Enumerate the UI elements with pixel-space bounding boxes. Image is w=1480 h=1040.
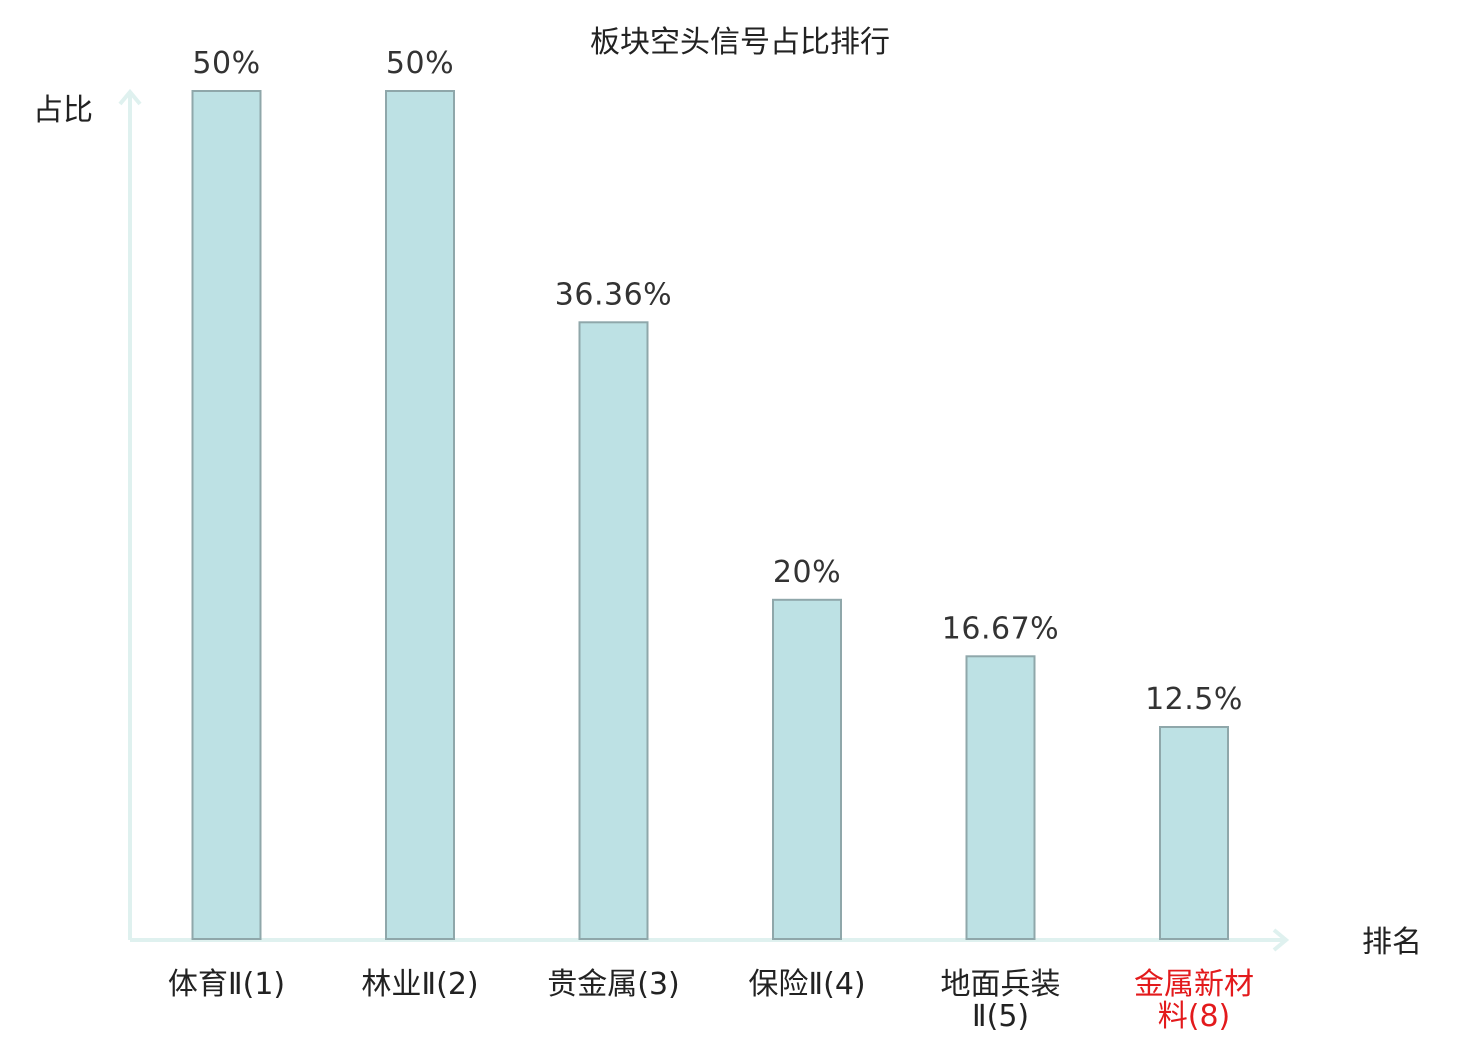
value-label-3: 36.36%: [555, 277, 672, 312]
bar-1: [191, 90, 262, 940]
bar-6: [1159, 726, 1229, 940]
category-label-5-line-2: Ⅱ(5): [972, 999, 1029, 1034]
category-label-3-line-1: 贵金属(3): [547, 967, 680, 1002]
category-label-3: 贵金属(3): [547, 967, 680, 1002]
bars-group: [191, 90, 1229, 940]
value-label-1: 50%: [192, 46, 260, 81]
bar-4: [772, 598, 842, 940]
category-label-6-line-2: 料(8): [1158, 999, 1231, 1034]
bar-5: [965, 655, 1036, 940]
x-axis-label: 排名: [1362, 925, 1422, 960]
category-label-5-line-1: 地面兵装: [941, 967, 1061, 1002]
category-label-6: 金属新材料(8): [1134, 967, 1254, 1034]
bar-2: [385, 90, 455, 940]
value-label-5: 16.67%: [942, 611, 1059, 646]
value-label-6: 12.5%: [1145, 682, 1243, 717]
category-label-6-line-1: 金属新材: [1134, 967, 1254, 1002]
value-labels-group: 50% 50% 36.36% 20% 16.67% 12.5%: [192, 46, 1243, 717]
category-label-4-line-1: 保险Ⅱ(4): [748, 967, 865, 1002]
category-label-1: 体育Ⅱ(1): [168, 967, 285, 1002]
y-axis-label: 占比: [33, 93, 93, 128]
value-label-2: 50%: [386, 46, 454, 81]
x-axis-arrow: [1272, 928, 1290, 952]
category-label-1-line-1: 体育Ⅱ(1): [168, 967, 285, 1002]
value-label-4: 20%: [773, 555, 841, 590]
y-axis-arrow: [118, 88, 142, 106]
bar-3: [578, 321, 649, 940]
category-label-4: 保险Ⅱ(4): [748, 967, 865, 1002]
category-label-2: 林业Ⅱ(2): [361, 967, 478, 1002]
category-labels-group: 体育Ⅱ(1) 林业Ⅱ(2) 贵金属(3) 保险Ⅱ(4) 地面兵装 Ⅱ(5) 金属新材料(8): [168, 967, 1254, 1034]
chart-title: 板块空头信号占比排行: [590, 25, 890, 60]
axes: [118, 88, 1290, 952]
category-label-2-line-1: 林业Ⅱ(2): [361, 967, 478, 1002]
category-label-5: 地面兵装 Ⅱ(5): [941, 967, 1061, 1034]
